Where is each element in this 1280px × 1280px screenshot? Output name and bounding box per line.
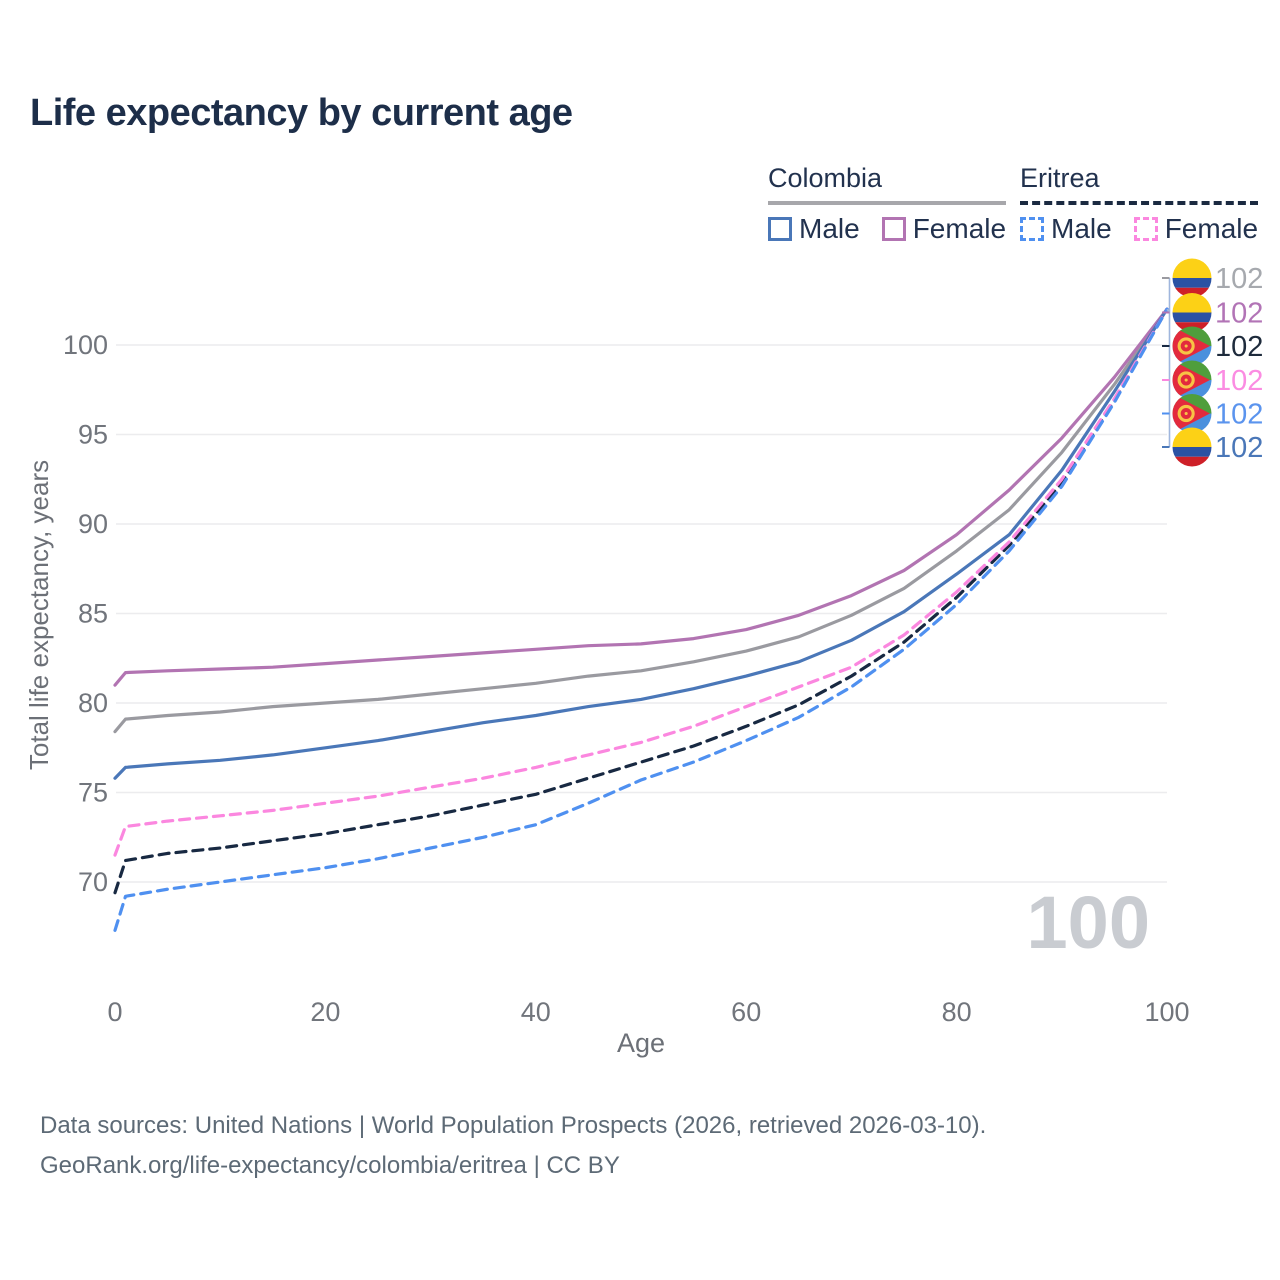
page-title: Life expectancy by current age <box>30 92 573 134</box>
legend-label-eritrea-female: Female <box>1164 213 1259 244</box>
series-line-eritrea-female[interactable] <box>113 307 1169 857</box>
y-tick-label-80: 80 <box>78 688 108 718</box>
legend-label-eritrea-male: Male <box>1051 213 1112 244</box>
flag-gold-emblem <box>1177 404 1195 423</box>
flag-red-triangle <box>1172 360 1210 400</box>
y-tick-label-90: 90 <box>78 509 108 539</box>
eritrea-flag-icon <box>1172 360 1212 400</box>
flag-red-band <box>1172 456 1212 467</box>
legend-item-eritrea-female[interactable]: Female <box>1133 213 1259 245</box>
y-axis-title: Total life expectancy, years <box>24 460 54 770</box>
legend-group-colombia: Colombia Male Female <box>768 163 1007 245</box>
flag-red-triangle <box>1172 394 1210 433</box>
legend-country-colombia[interactable]: Colombia <box>768 163 1007 205</box>
end-value-label-eritrea-male: 102 <box>1215 399 1263 431</box>
series-line-colombia-female[interactable] <box>113 307 1169 687</box>
legend-item-eritrea-male[interactable]: Male <box>1020 213 1112 245</box>
legend-items-eritrea: Male Female <box>1020 213 1258 245</box>
series-line-eritrea-both[interactable] <box>113 307 1169 895</box>
legend-label-colombia-male: Male <box>799 213 860 244</box>
legend-label-colombia-female: Female <box>912 213 1007 244</box>
series-line-colombia-both[interactable] <box>113 307 1169 734</box>
legend-group-eritrea: Eritrea Male Female <box>1020 163 1259 245</box>
x-tick-label-0: 0 <box>107 997 122 1027</box>
legend-country-eritrea[interactable]: Eritrea <box>1020 163 1259 205</box>
flag-gold-emblem <box>1177 371 1195 389</box>
colombia-flag-icon <box>1172 427 1212 467</box>
end-value-label-colombia-female: 102 <box>1215 298 1263 330</box>
flag-blue-band <box>1172 447 1212 457</box>
colombia-male-swatch-icon <box>768 217 792 241</box>
footer-attribution: GeoRank.org/life-expectancy/colombia/eri… <box>40 1152 620 1179</box>
flag-blue-band <box>1172 278 1212 288</box>
flag-gold-emblem <box>1177 337 1195 355</box>
x-tick-label-20: 20 <box>310 997 340 1027</box>
eritrea-female-swatch-icon <box>1133 217 1158 241</box>
y-tick-label-95: 95 <box>78 420 108 450</box>
eritrea-flag-icon <box>1172 394 1212 433</box>
eritrea-male-swatch-icon <box>1020 217 1044 241</box>
end-value-label-eritrea-female: 102 <box>1215 365 1263 397</box>
flag-gold-emblem-dot <box>1184 411 1188 416</box>
colombia-flag-icon <box>1172 258 1212 298</box>
y-tick-label-70: 70 <box>78 867 108 897</box>
flag-yellow-band <box>1172 258 1212 278</box>
flag-gold-emblem-dot <box>1184 378 1188 382</box>
series-line-colombia-male[interactable] <box>113 307 1169 780</box>
eritrea-flag-icon <box>1172 326 1212 366</box>
x-axis-title: Age <box>617 1028 665 1058</box>
colombia-female-swatch-icon <box>881 217 906 241</box>
end-value-label-colombia-male: 102 <box>1215 432 1263 464</box>
flag-red-triangle <box>1172 326 1210 366</box>
x-tick-label-100: 100 <box>1144 997 1189 1027</box>
end-value-label-colombia-both: 102 <box>1215 263 1263 295</box>
x-tick-label-80: 80 <box>942 997 972 1027</box>
footer-sources: Data sources: United Nations | World Pop… <box>40 1112 987 1139</box>
age-counter-watermark: 100 <box>1027 881 1150 964</box>
y-tick-label-100: 100 <box>63 330 108 360</box>
end-value-label-eritrea-both: 102 <box>1215 331 1263 363</box>
x-tick-label-60: 60 <box>731 997 761 1027</box>
y-tick-label-75: 75 <box>78 778 108 808</box>
legend-item-colombia-male[interactable]: Male <box>768 213 860 245</box>
flag-gold-emblem-dot <box>1184 344 1188 348</box>
legend-item-colombia-female[interactable]: Female <box>881 213 1007 245</box>
legend-items-colombia: Male Female <box>768 213 1006 245</box>
flag-red-band <box>1172 287 1212 298</box>
flag-yellow-band <box>1172 427 1212 447</box>
y-tick-label-85: 85 <box>78 599 108 629</box>
flag-blue-band <box>1172 312 1212 323</box>
flag-yellow-band <box>1172 293 1212 313</box>
x-tick-label-40: 40 <box>521 997 551 1027</box>
series-line-eritrea-male[interactable] <box>113 307 1169 932</box>
